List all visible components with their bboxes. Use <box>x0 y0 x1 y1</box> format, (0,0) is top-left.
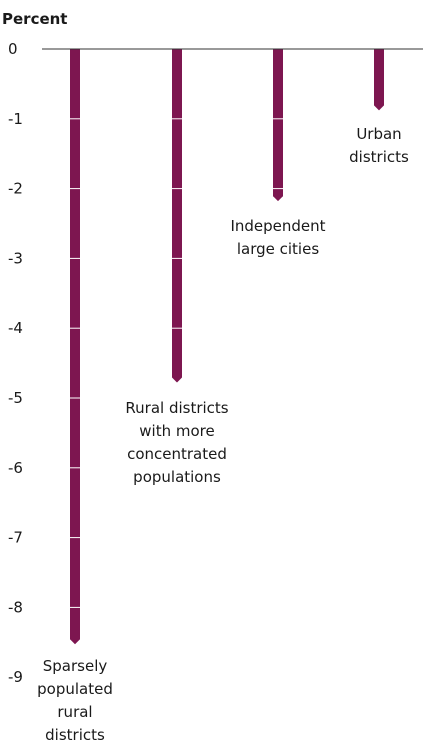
category-label-2: Rural districts with more concentrated popu… <box>125 399 228 486</box>
category-label-line: Rural districts <box>125 399 228 417</box>
category-label-line: concentrated <box>127 445 227 463</box>
bars-layer <box>69 49 384 645</box>
category-label-line: rural <box>57 703 92 721</box>
bar-shape <box>70 49 80 645</box>
category-label-4: Urban districts <box>349 125 409 166</box>
category-label-3: Independent large cities <box>230 217 325 258</box>
y-tick-label: -1 <box>8 110 23 128</box>
category-labels: Sparsely populated rural districts Rural dis… <box>37 125 409 744</box>
y-tick-label: -2 <box>8 180 23 198</box>
bar-3 <box>272 49 284 202</box>
y-tick-label: -7 <box>8 529 23 547</box>
y-tick-label: -9 <box>8 668 23 686</box>
bar-shape <box>374 49 384 111</box>
category-label-line: Sparsely <box>43 657 108 675</box>
bar-2 <box>171 49 183 383</box>
y-tick-label: 0 <box>8 40 18 58</box>
y-tick-labels: 0 -1 -2 -3 -4 -5 -6 -7 -8 -9 <box>8 40 23 686</box>
category-label-line: districts <box>45 726 105 744</box>
bar-1 <box>69 49 81 645</box>
y-tick-label: -8 <box>8 598 23 616</box>
category-label-line: populations <box>133 468 221 486</box>
bar-4 <box>374 49 384 111</box>
y-tick-label: -3 <box>8 249 23 267</box>
y-axis-label: Percent <box>2 10 67 28</box>
y-tick-label: -4 <box>8 319 23 337</box>
bar-shape <box>172 49 182 383</box>
y-tick-label: -6 <box>8 459 23 477</box>
category-label-line: Urban <box>356 125 401 143</box>
category-label-line: districts <box>349 148 409 166</box>
category-label-line: with more <box>139 422 214 440</box>
category-label-line: Independent <box>230 217 325 235</box>
y-tick-label: -5 <box>8 389 23 407</box>
category-label-line: populated <box>37 680 113 698</box>
category-label-line: large cities <box>237 240 319 258</box>
bar-shape <box>273 49 283 202</box>
category-label-1: Sparsely populated rural districts <box>37 657 113 744</box>
